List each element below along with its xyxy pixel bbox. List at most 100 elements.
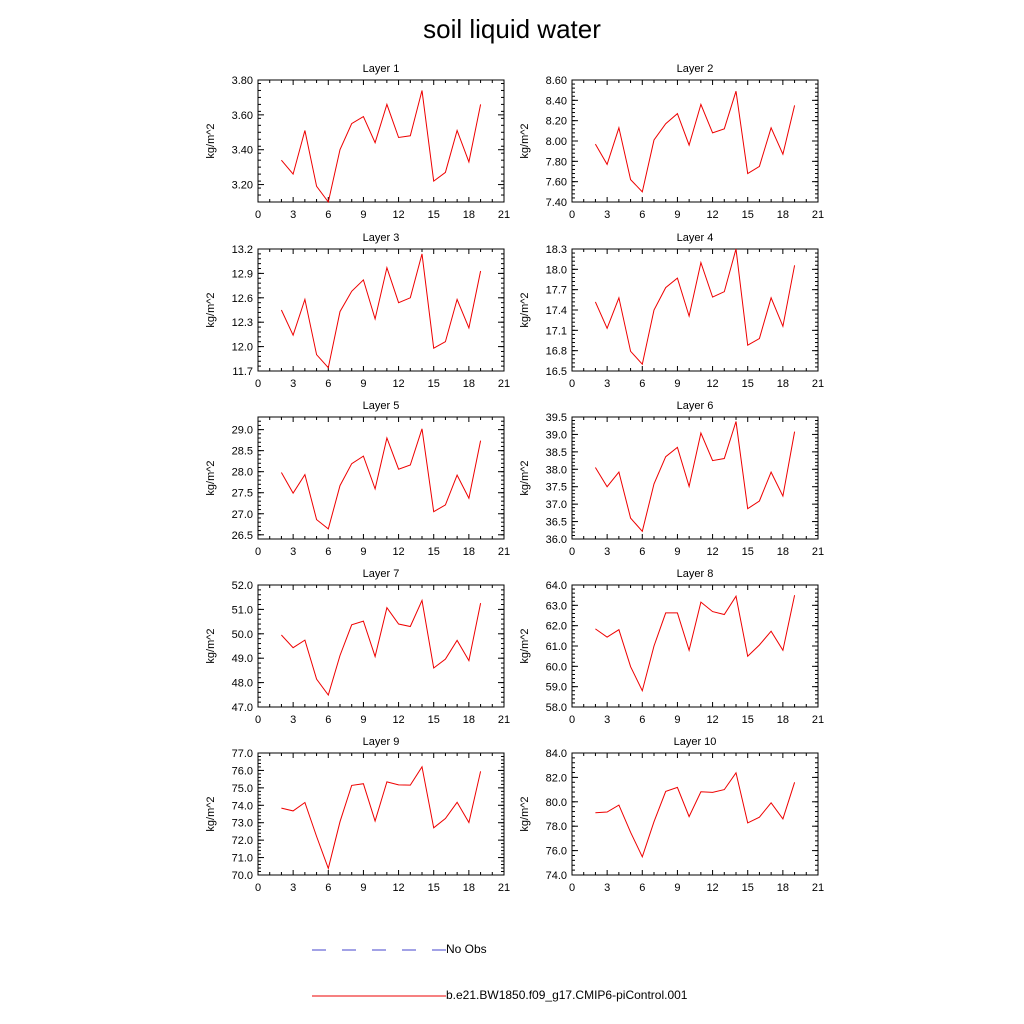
series-line bbox=[595, 594, 796, 693]
panel-layer-4: Layer 4 0 3 6 9 12 15 18 21 16.5 16.8 17.1 17.4 17.7 1… bbox=[519, 232, 824, 390]
y-tick-label: 50.0 bbox=[232, 629, 253, 641]
panel-layer-8: Layer 8 0 3 6 9 12 15 18 21 58.0 59.0 60.0 61.0 62.0 6… bbox=[519, 568, 824, 726]
y-tick-label: 16.8 bbox=[546, 346, 567, 358]
y-axis-label: kg/m^2 bbox=[205, 796, 217, 831]
x-tick-label: 0 bbox=[569, 546, 575, 558]
panel-title: Layer 2 bbox=[677, 63, 714, 75]
y-axis-label: kg/m^2 bbox=[519, 460, 531, 495]
x-tick-label: 18 bbox=[463, 546, 475, 558]
y-tick-label: 7.60 bbox=[546, 177, 567, 189]
x-tick-label: 15 bbox=[428, 546, 440, 558]
y-tick-label: 3.40 bbox=[232, 145, 253, 157]
panel-layer-9: Layer 9 0 3 6 9 12 15 18 21 70.0 71.0 72.0 73.0 74.0 7… bbox=[205, 736, 510, 894]
x-tick-label: 3 bbox=[290, 378, 296, 390]
x-tick-label: 0 bbox=[569, 882, 575, 894]
y-tick-label: 52.0 bbox=[232, 580, 253, 592]
y-tick-label: 37.0 bbox=[546, 499, 567, 511]
legend-label-no-obs: No Obs bbox=[446, 942, 487, 957]
y-axis-label: kg/m^2 bbox=[519, 796, 531, 831]
series-line bbox=[595, 771, 796, 859]
y-tick-label: 39.0 bbox=[546, 429, 567, 441]
x-tick-label: 3 bbox=[604, 209, 610, 221]
y-tick-label: 7.40 bbox=[546, 197, 567, 209]
plot-frame bbox=[257, 79, 505, 203]
y-tick-label: 75.0 bbox=[232, 783, 253, 795]
y-tick-label: 11.7 bbox=[232, 366, 253, 378]
y-tick-label: 36.0 bbox=[546, 534, 567, 546]
x-tick-label: 21 bbox=[498, 714, 510, 726]
x-tick-label: 9 bbox=[360, 882, 366, 894]
x-tick-label: 18 bbox=[777, 546, 789, 558]
panel-layer-6: Layer 6 0 3 6 9 12 15 18 21 36.0 36.5 37.0 37.5 38.0 3… bbox=[519, 400, 824, 558]
x-tick-label: 9 bbox=[674, 714, 680, 726]
x-tick-label: 18 bbox=[777, 714, 789, 726]
x-tick-label: 0 bbox=[569, 209, 575, 221]
x-tick-label: 3 bbox=[604, 378, 610, 390]
x-tick-label: 12 bbox=[392, 209, 404, 221]
x-tick-label: 0 bbox=[569, 378, 575, 390]
x-tick-label: 18 bbox=[463, 714, 475, 726]
x-tick-label: 6 bbox=[639, 546, 645, 558]
x-tick-label: 18 bbox=[777, 378, 789, 390]
y-axis-label: kg/m^2 bbox=[519, 628, 531, 663]
plot-frame bbox=[257, 752, 505, 876]
y-tick-label: 84.0 bbox=[546, 748, 567, 760]
y-tick-label: 3.80 bbox=[232, 75, 253, 87]
y-tick-label: 12.6 bbox=[232, 293, 253, 305]
x-tick-label: 12 bbox=[392, 714, 404, 726]
x-tick-label: 9 bbox=[360, 209, 366, 221]
y-axis-label: kg/m^2 bbox=[519, 292, 531, 327]
x-tick-label: 18 bbox=[463, 378, 475, 390]
y-tick-label: 27.0 bbox=[232, 509, 253, 521]
panel-title: Layer 9 bbox=[363, 736, 400, 748]
x-tick-label: 21 bbox=[498, 209, 510, 221]
y-tick-label: 62.0 bbox=[546, 621, 567, 633]
x-tick-label: 0 bbox=[255, 714, 261, 726]
x-tick-label: 12 bbox=[392, 546, 404, 558]
y-tick-label: 59.0 bbox=[546, 682, 567, 694]
plot-frame bbox=[571, 79, 819, 203]
y-tick-label: 73.0 bbox=[232, 818, 253, 830]
y-tick-label: 60.0 bbox=[546, 661, 567, 673]
y-tick-label: 12.3 bbox=[232, 317, 253, 329]
y-tick-label: 18.3 bbox=[546, 244, 567, 256]
x-tick-label: 6 bbox=[639, 714, 645, 726]
y-tick-label: 8.00 bbox=[546, 136, 567, 148]
y-tick-label: 64.0 bbox=[546, 580, 567, 592]
x-tick-label: 15 bbox=[428, 209, 440, 221]
x-tick-label: 21 bbox=[498, 882, 510, 894]
y-tick-label: 36.5 bbox=[546, 517, 567, 529]
panel-title: Layer 4 bbox=[677, 232, 714, 244]
x-tick-label: 18 bbox=[463, 882, 475, 894]
series-line bbox=[280, 253, 482, 369]
y-tick-label: 71.0 bbox=[232, 853, 253, 865]
series-line bbox=[594, 421, 796, 533]
panel-layer-10: Layer 10 0 3 6 9 12 15 18 21 74.0 76.0 78.0 80.0 82.0… bbox=[519, 736, 824, 894]
y-tick-label: 49.0 bbox=[232, 653, 253, 665]
x-tick-label: 15 bbox=[428, 378, 440, 390]
panel-title: Layer 3 bbox=[363, 232, 400, 244]
legend-solid-line-sample bbox=[312, 995, 446, 997]
plot-frame bbox=[571, 248, 819, 372]
plot-frame bbox=[571, 416, 819, 540]
x-tick-label: 21 bbox=[812, 546, 824, 558]
x-tick-label: 21 bbox=[498, 546, 510, 558]
y-tick-label: 78.0 bbox=[546, 821, 567, 833]
x-tick-label: 6 bbox=[639, 209, 645, 221]
panel-layer-1: Layer 1 0 3 6 9 12 15 18 21 3.20 3.40 3.60 3.80 kg/m^… bbox=[205, 63, 510, 221]
x-tick-label: 3 bbox=[290, 882, 296, 894]
y-tick-label: 7.80 bbox=[546, 156, 567, 168]
x-tick-label: 9 bbox=[674, 209, 680, 221]
y-tick-label: 26.5 bbox=[232, 530, 253, 542]
x-tick-label: 15 bbox=[742, 378, 754, 390]
x-tick-label: 3 bbox=[604, 546, 610, 558]
x-tick-label: 0 bbox=[255, 378, 261, 390]
panel-layer-3: Layer 3 0 3 6 9 12 15 18 21 11.7 12.0 12.3 12.6 12.9 1… bbox=[205, 232, 510, 390]
x-tick-label: 15 bbox=[742, 546, 754, 558]
x-tick-label: 15 bbox=[742, 714, 754, 726]
legend-entry-model-run: b.e21.BW1850.f09_g17.CMIP6-piControl.001 bbox=[312, 988, 687, 1004]
panel-layer-7: Layer 7 0 3 6 9 12 15 18 21 47.0 48.0 49.0 50.0 51.0 5… bbox=[205, 568, 510, 726]
y-tick-label: 61.0 bbox=[546, 641, 567, 653]
x-tick-label: 12 bbox=[392, 378, 404, 390]
y-tick-label: 17.1 bbox=[546, 325, 567, 337]
